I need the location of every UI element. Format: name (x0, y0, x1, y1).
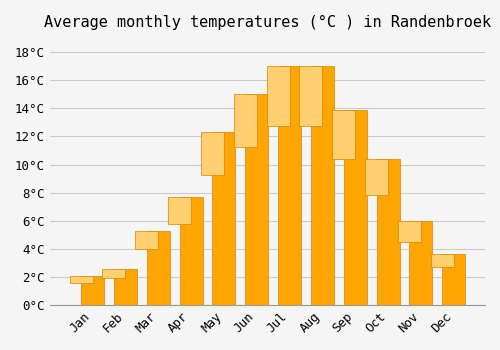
Bar (147, 231, 170, 305)
Bar (376, 159, 400, 305)
Bar (136, 231, 158, 249)
Bar (212, 132, 236, 305)
Bar (246, 94, 268, 305)
Bar (442, 254, 465, 305)
Bar (168, 197, 191, 224)
Bar (410, 221, 432, 305)
Bar (201, 132, 224, 175)
Bar (278, 66, 301, 305)
Bar (311, 66, 334, 305)
Bar (180, 197, 203, 305)
Bar (398, 221, 421, 242)
Bar (431, 254, 454, 267)
Bar (70, 275, 92, 283)
Bar (102, 268, 126, 278)
Bar (344, 110, 366, 305)
Bar (300, 66, 322, 126)
Bar (81, 275, 104, 305)
Bar (234, 94, 257, 147)
Bar (365, 159, 388, 195)
Bar (332, 110, 355, 159)
Bar (114, 268, 137, 305)
Bar (266, 66, 289, 126)
Title: Average monthly temperatures (°C ) in Randenbroek: Average monthly temperatures (°C ) in Ra… (44, 15, 491, 30)
